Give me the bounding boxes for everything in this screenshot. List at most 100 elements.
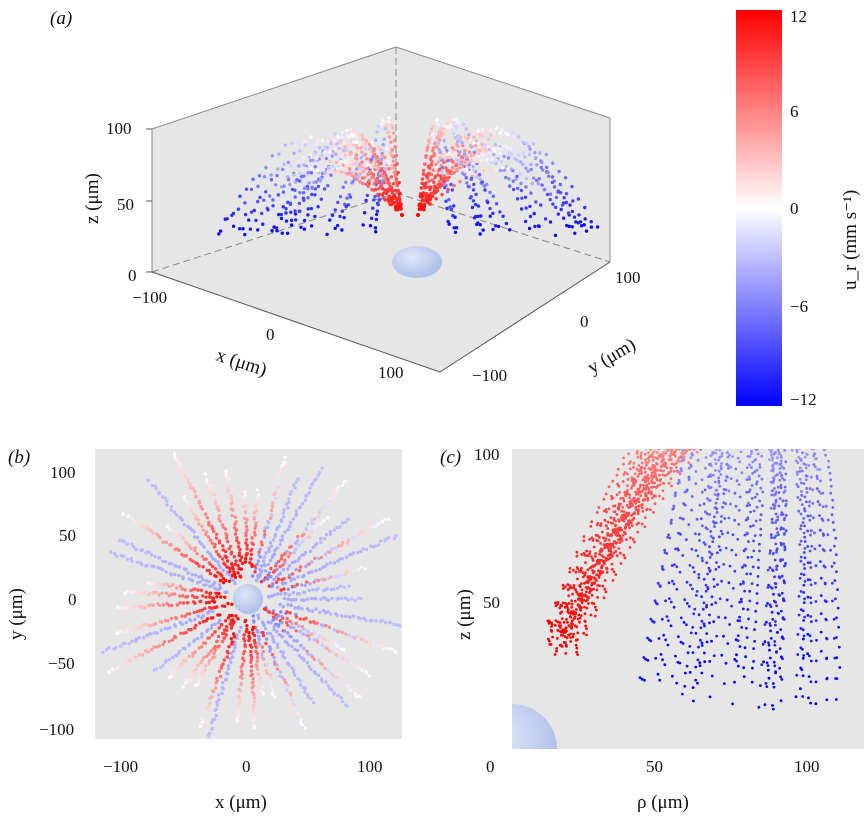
- trajectory-point: [290, 577, 294, 581]
- trajectory-point: [452, 168, 456, 172]
- trajectory-point: [810, 620, 813, 623]
- trajectory-point: [650, 453, 654, 457]
- trajectory-point: [805, 500, 808, 504]
- trajectory-point: [269, 594, 274, 598]
- trajectory-point: [771, 704, 774, 707]
- trajectory-point: [655, 406, 658, 409]
- trajectory-point: [766, 664, 770, 667]
- trajectory-point: [468, 143, 473, 148]
- trajectory-point: [161, 663, 165, 668]
- trajectory-point: [685, 437, 688, 440]
- trajectory-point: [736, 664, 740, 668]
- trajectory-point: [347, 167, 352, 171]
- trajectory-point: [268, 632, 273, 636]
- trajectory-point: [142, 590, 146, 594]
- trajectory-point: [306, 522, 310, 526]
- trajectory-point: [310, 521, 315, 525]
- trajectory-point: [149, 553, 154, 557]
- trajectory-point: [554, 195, 559, 200]
- trajectory-point: [257, 174, 262, 178]
- trajectory-point: [374, 165, 378, 169]
- trajectory-point: [161, 582, 166, 587]
- trajectory-point: [661, 497, 665, 501]
- trajectory-point: [463, 148, 467, 153]
- trajectory-point: [659, 442, 662, 445]
- trajectory-point: [447, 175, 451, 179]
- trajectory-point: [747, 475, 751, 479]
- trajectory-point: [494, 202, 499, 206]
- trajectory-point: [485, 154, 489, 158]
- trajectory-point: [726, 435, 729, 438]
- trajectory-point: [507, 184, 512, 188]
- trajectory-point: [644, 657, 648, 661]
- trajectory-point: [336, 559, 340, 563]
- trajectory-point: [723, 415, 726, 418]
- trajectory-point: [254, 578, 259, 583]
- trajectory-point: [681, 399, 684, 402]
- trajectory-point: [291, 591, 296, 595]
- trajectory-point: [548, 220, 553, 224]
- trajectory-point: [251, 680, 255, 685]
- trajectory-point: [718, 597, 722, 601]
- trajectory-point: [664, 451, 667, 455]
- trajectory-point: [558, 629, 562, 633]
- trajectory-point: [719, 412, 722, 415]
- trajectory-point: [325, 646, 329, 650]
- trajectory-point: [283, 530, 287, 534]
- trajectory-point: [272, 577, 276, 582]
- trajectory-point: [569, 640, 573, 643]
- trajectory-point: [296, 141, 300, 145]
- trajectory-point: [317, 471, 322, 475]
- trajectory-point: [297, 591, 301, 596]
- trajectory-point: [550, 621, 554, 625]
- trajectory-point: [425, 185, 429, 189]
- trajectory-point: [329, 687, 333, 692]
- trajectory-point: [439, 176, 444, 181]
- trajectory-point: [704, 397, 707, 400]
- trajectory-point: [334, 675, 339, 679]
- trajectory-point: [556, 189, 560, 193]
- trajectory-point: [676, 439, 679, 442]
- trajectory-point: [265, 671, 269, 675]
- trajectory-point: [691, 411, 694, 414]
- trajectory-point: [556, 212, 560, 216]
- trajectory-point: [829, 478, 832, 482]
- trajectory-point: [281, 190, 286, 194]
- trajectory-point: [567, 611, 571, 615]
- trajectory-point: [207, 600, 211, 605]
- trajectory-point: [491, 147, 496, 151]
- trajectory-point: [136, 626, 140, 630]
- trajectory-point: [727, 388, 730, 391]
- trajectory-point: [262, 198, 266, 202]
- trajectory-point: [799, 555, 803, 559]
- trajectory-point: [140, 605, 145, 609]
- trajectory-point: [152, 645, 156, 649]
- trajectory-point: [707, 392, 710, 395]
- trajectory-point: [178, 601, 182, 605]
- trajectory-point: [688, 434, 691, 437]
- trajectory-point: [797, 426, 800, 429]
- trajectory-point: [290, 621, 294, 626]
- trajectory-point: [772, 410, 775, 413]
- trajectory-point: [819, 492, 823, 495]
- trajectory-point: [294, 568, 298, 572]
- trajectory-point: [529, 191, 533, 195]
- trajectory-point: [390, 148, 394, 152]
- trajectory-point: [515, 197, 520, 201]
- trajectory-point: [726, 407, 729, 410]
- trajectory-point: [723, 391, 726, 394]
- trajectory-point: [303, 686, 307, 691]
- trajectory-point: [394, 534, 398, 538]
- trajectory-point: [368, 544, 373, 548]
- trajectory-point: [445, 169, 449, 173]
- trajectory-point: [326, 139, 330, 143]
- trajectory-point: [832, 528, 836, 532]
- trajectory-point: [282, 508, 286, 512]
- trajectory-point: [289, 603, 293, 607]
- trajectory-point: [253, 533, 257, 537]
- trajectory-point: [727, 391, 730, 394]
- trajectory-point: [796, 496, 800, 499]
- trajectory-point: [268, 541, 273, 545]
- trajectory-point: [779, 420, 782, 423]
- trajectory-point: [252, 633, 257, 638]
